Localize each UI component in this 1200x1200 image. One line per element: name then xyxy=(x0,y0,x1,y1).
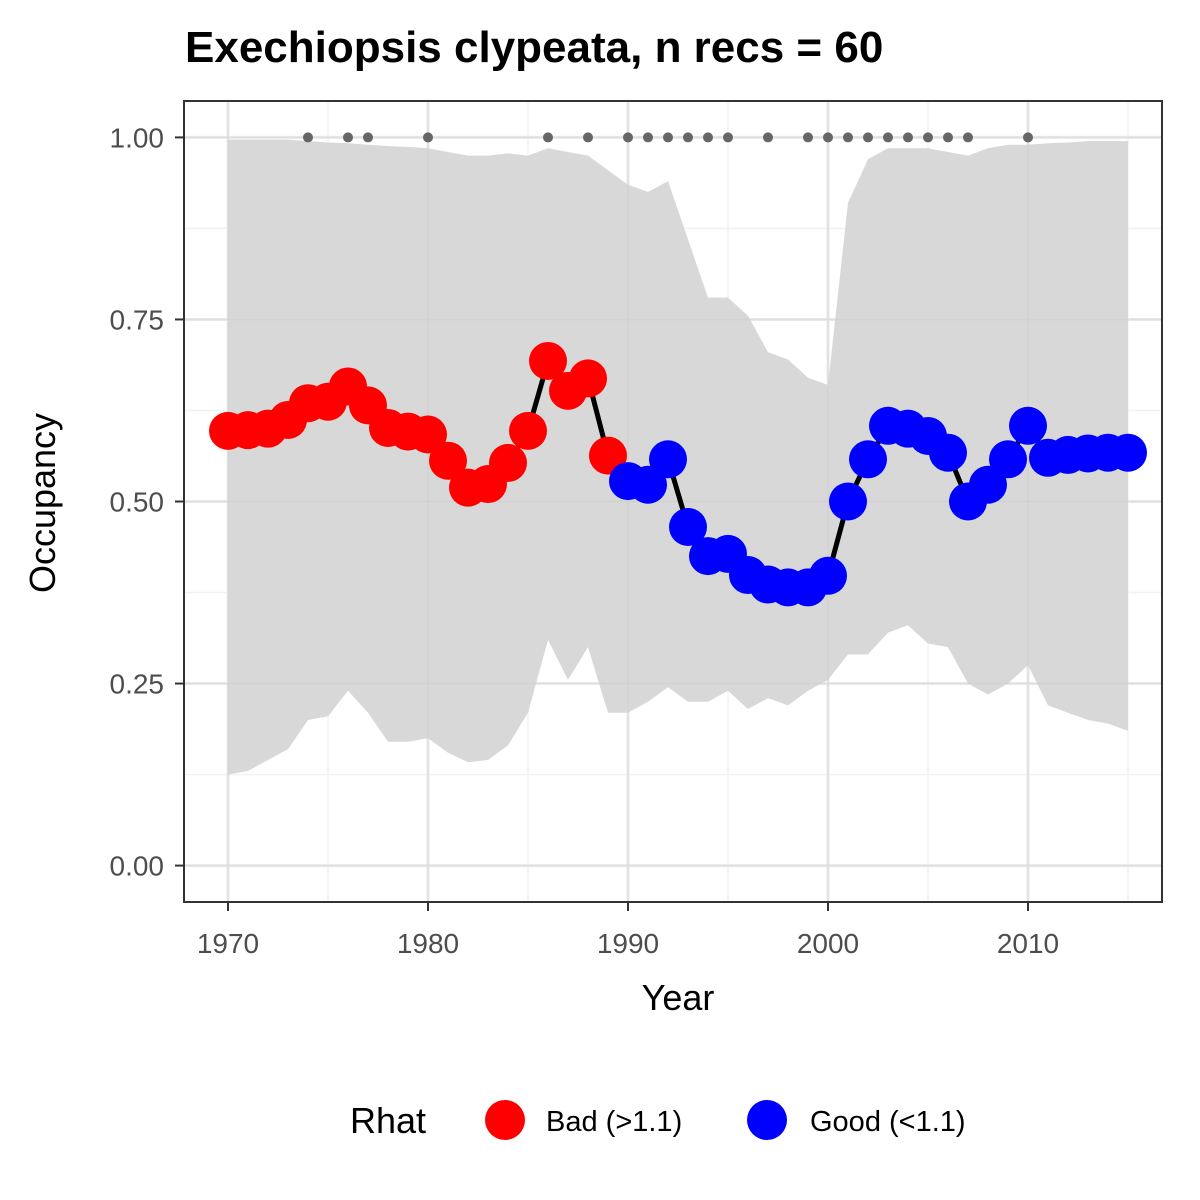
data-point-1985 xyxy=(509,411,547,450)
record-dot xyxy=(683,132,693,143)
legend-title: Rhat xyxy=(350,1100,426,1141)
data-point-2015 xyxy=(1109,433,1147,472)
x-tick-label: 2010 xyxy=(997,928,1059,959)
record-dot xyxy=(583,132,593,143)
data-point-1986 xyxy=(529,341,567,380)
record-dot xyxy=(803,132,813,143)
record-dot xyxy=(543,132,553,143)
data-point-1989 xyxy=(589,436,627,475)
record-dot xyxy=(663,132,673,143)
data-point-2010 xyxy=(1009,406,1047,445)
x-axis-title: Year xyxy=(642,977,715,1018)
data-point-2008 xyxy=(969,465,1007,504)
data-point-2006 xyxy=(929,433,967,472)
legend: Rhat Bad (>1.1) Good (<1.1) xyxy=(350,1100,966,1141)
y-tick-label: 0.00 xyxy=(110,851,165,882)
x-tick-label: 2000 xyxy=(797,928,859,959)
plot-area: 1970 1980 1990 2000 2010 0.00 0.25 0.50 0.75 1.00 xyxy=(110,100,1163,959)
legend-swatch-bad xyxy=(485,1100,525,1140)
record-dot xyxy=(883,132,893,143)
x-tick-label: 1990 xyxy=(597,928,659,959)
record-dot xyxy=(723,132,733,143)
record-dot xyxy=(363,132,373,143)
x-tick-label: 1970 xyxy=(197,928,259,959)
record-dot xyxy=(943,132,953,143)
record-dot xyxy=(903,132,913,143)
data-point-1988 xyxy=(569,359,607,398)
data-point-1992 xyxy=(649,440,687,479)
record-dot xyxy=(703,132,713,143)
record-dot xyxy=(423,132,433,143)
record-dot xyxy=(863,132,873,143)
record-dot xyxy=(923,132,933,143)
data-point-1991 xyxy=(629,465,667,504)
record-dot xyxy=(963,132,973,143)
y-tick-label: 0.75 xyxy=(110,304,165,335)
record-dot xyxy=(343,132,353,143)
y-tick-label: 1.00 xyxy=(110,122,165,153)
chart-title: Exechiopsis clypeata, n recs = 60 xyxy=(185,23,883,72)
data-point-2002 xyxy=(849,440,887,479)
record-dot xyxy=(843,132,853,143)
record-dot xyxy=(823,132,833,143)
data-point-2009 xyxy=(989,440,1027,479)
data-point-1993 xyxy=(669,507,707,546)
data-point-1984 xyxy=(489,443,527,482)
record-dot xyxy=(623,132,633,143)
data-point-1981 xyxy=(429,441,467,480)
record-dot xyxy=(763,132,773,143)
record-dot xyxy=(643,132,653,143)
data-point-1980 xyxy=(409,415,447,454)
legend-label-good: Good (<1.1) xyxy=(810,1106,966,1138)
y-axis-title: Occupancy xyxy=(22,413,63,593)
record-dot xyxy=(1023,132,1033,143)
y-tick-label: 0.25 xyxy=(110,669,165,700)
legend-label-bad: Bad (>1.1) xyxy=(546,1106,682,1138)
record-dot xyxy=(303,132,313,143)
data-point-2001 xyxy=(829,482,867,521)
x-tick-label: 1980 xyxy=(397,928,459,959)
legend-swatch-good xyxy=(747,1100,787,1140)
y-tick-label: 0.50 xyxy=(110,487,165,518)
data-point-2000 xyxy=(809,556,847,595)
